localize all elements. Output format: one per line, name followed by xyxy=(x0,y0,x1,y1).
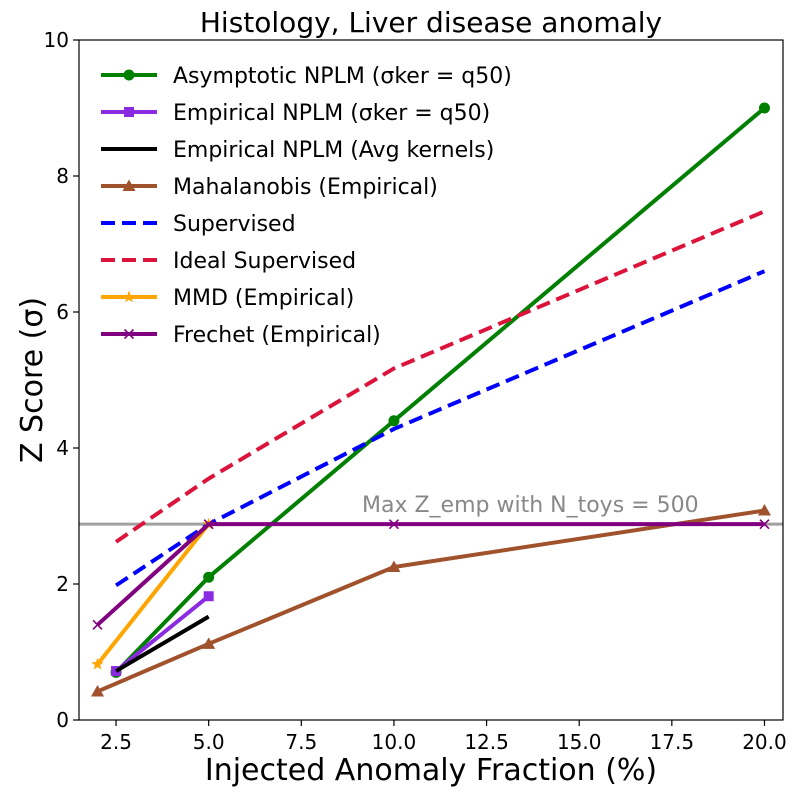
reference-line-group: Max Z_emp with N_toys = 500 xyxy=(79,493,783,526)
y-tick-label: 2 xyxy=(56,572,69,596)
marker-circle xyxy=(203,571,215,583)
legend-item-1: Asymptotic NPLM (σker = q50) xyxy=(101,64,512,89)
x-tick-label: 5.0 xyxy=(193,730,225,754)
x-tick-label: 12.5 xyxy=(464,730,509,754)
marker-square xyxy=(203,591,214,602)
legend-label: Supervised xyxy=(173,212,296,237)
marker-circle xyxy=(758,102,770,114)
marker-x xyxy=(388,519,400,530)
marker-triangle xyxy=(387,560,401,572)
x-axis-label: Injected Anomaly Fraction (%) xyxy=(205,753,657,788)
legend-item-2: Empirical NPLM (σker = q50) xyxy=(101,101,490,126)
series-3 xyxy=(115,614,210,673)
legend-label: Mahalanobis (Empirical) xyxy=(173,175,438,200)
series-line xyxy=(114,594,210,673)
marker-triangle xyxy=(202,637,216,649)
series-line xyxy=(96,522,765,627)
y-tick-label: 4 xyxy=(56,436,69,460)
series-line xyxy=(114,106,766,674)
marker-star xyxy=(91,657,104,670)
plot-frame xyxy=(78,39,784,721)
y-tick-label: 8 xyxy=(56,164,69,188)
marker-x xyxy=(92,619,103,630)
series-6 xyxy=(114,209,766,544)
legend-label: Empirical NPLM (Avg kernels) xyxy=(173,138,494,163)
legend-label: Ideal Supervised xyxy=(173,249,356,274)
legend-label: Empirical NPLM (σker = q50) xyxy=(173,101,490,126)
series-line xyxy=(96,508,765,694)
series-5 xyxy=(114,269,766,588)
axes: 2.5 5.0 7.5 10.0 12.5 15.0 17.5 20.0 0 2 4 6 8 10 xyxy=(44,28,787,754)
marker-x xyxy=(123,328,135,340)
marker-x xyxy=(759,519,770,530)
series-8 xyxy=(92,519,770,630)
marker-circle xyxy=(123,69,135,81)
legend-item-7: MMD (Empirical) xyxy=(101,286,354,311)
legend-item-5: Supervised xyxy=(101,212,296,237)
series-4 xyxy=(91,504,771,697)
series-group xyxy=(91,102,771,697)
marker-square xyxy=(124,107,134,117)
y-tick-label: 6 xyxy=(56,300,69,324)
legend-item-3: Empirical NPLM (Avg kernels) xyxy=(101,138,494,163)
chart-title: Histology, Liver disease anomaly xyxy=(200,6,662,39)
series-line xyxy=(114,209,766,544)
legend-label: MMD (Empirical) xyxy=(173,286,354,311)
legend-item-4: Mahalanobis (Empirical) xyxy=(101,175,438,200)
series-line xyxy=(115,614,210,673)
x-tick-label: 7.5 xyxy=(285,730,317,754)
legend-label: Frechet (Empirical) xyxy=(173,323,381,348)
x-tick-label: 20.0 xyxy=(742,730,787,754)
x-tick-label: 2.5 xyxy=(100,730,132,754)
legend-item-6: Ideal Supervised xyxy=(101,249,356,274)
reference-line-label: Max Z_emp with N_toys = 500 xyxy=(362,493,699,518)
series-line xyxy=(95,522,211,666)
marker-x xyxy=(203,519,214,530)
y-axis-label: Z Score (σ) xyxy=(15,297,50,463)
x-tick-label: 15.0 xyxy=(557,730,602,754)
y-tick-label: 0 xyxy=(56,708,69,732)
series-7 xyxy=(91,517,215,670)
x-tick-label: 10.0 xyxy=(372,730,417,754)
series-line xyxy=(114,269,766,588)
marker-triangle xyxy=(91,684,105,697)
marker-circle xyxy=(388,415,400,427)
marker-triangle xyxy=(122,179,136,191)
legend-label: Asymptotic NPLM (σker = q50) xyxy=(173,64,512,89)
legend: Asymptotic NPLM (σker = q50) Empirical NP… xyxy=(101,64,512,348)
marker-triangle xyxy=(757,504,771,516)
legend-item-8: Frechet (Empirical) xyxy=(101,323,381,348)
y-tick-label: 10 xyxy=(44,28,69,52)
marker-star xyxy=(122,290,136,303)
x-tick-label: 17.5 xyxy=(650,730,695,754)
